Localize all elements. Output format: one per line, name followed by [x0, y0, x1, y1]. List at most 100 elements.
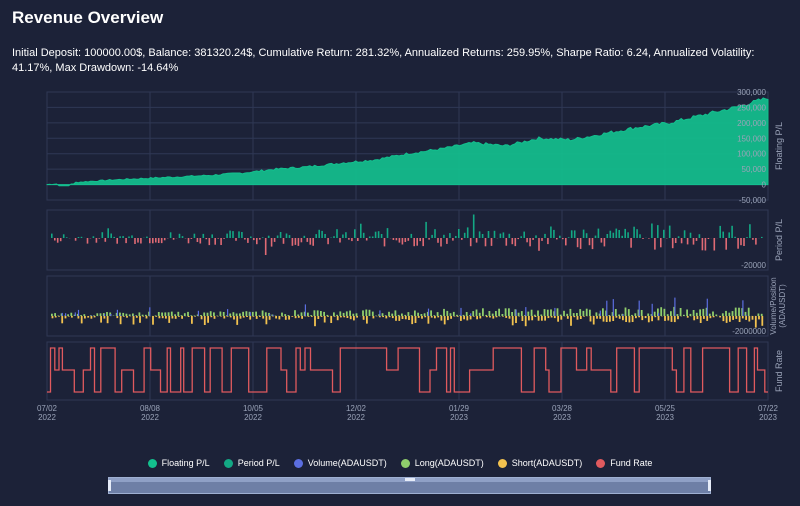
volume-bar [304, 304, 306, 316]
long-bar [342, 312, 345, 316]
period-pl-bar [134, 238, 136, 244]
short-bar [635, 316, 637, 319]
long-bar [556, 308, 559, 316]
long-bar [391, 313, 394, 316]
short-bar [135, 316, 138, 318]
period-pl-bar [547, 238, 549, 245]
legend-dot-icon [596, 458, 606, 468]
short-bar [570, 316, 572, 326]
short-bar [203, 316, 206, 325]
long-bar [595, 312, 598, 316]
short-bar [647, 316, 650, 323]
long-bar [569, 308, 572, 316]
period-pl-bar [250, 236, 252, 238]
period-pl-bar [137, 238, 139, 243]
period-pl-bar [419, 238, 421, 242]
short-bar [268, 316, 271, 320]
period-pl-bar [499, 233, 502, 238]
short-bar [200, 316, 203, 320]
period-pl-bar [461, 238, 463, 240]
period-pl-bar [663, 229, 665, 238]
slider-left-handle[interactable] [108, 480, 111, 491]
long-bar [193, 315, 196, 316]
period-pl-bar [264, 238, 267, 255]
slider-grip-icon[interactable] [405, 478, 415, 481]
volume-bar [65, 313, 67, 316]
period-pl-bar [734, 236, 736, 238]
period-pl-bar [591, 238, 594, 250]
period-pl-bar [273, 238, 276, 242]
x-tick-label: 07/22 [758, 404, 779, 413]
long-bar [135, 315, 138, 316]
legend-label: Short(ADAUSDT) [511, 458, 583, 468]
short-bar [336, 316, 339, 321]
short-bar [252, 316, 255, 317]
short-bar [139, 316, 141, 323]
long-bar [527, 311, 530, 316]
long-bar [242, 311, 244, 316]
long-bar [232, 312, 235, 316]
long-bar [757, 313, 760, 316]
long-bar [203, 312, 206, 316]
long-bar [115, 312, 118, 316]
legend-item-volume[interactable]: Volume(ADAUSDT) [293, 458, 387, 468]
period-pl-bar [351, 238, 353, 242]
long-bar [154, 315, 157, 316]
period-pl-bar [692, 238, 695, 245]
short-bar [434, 316, 436, 319]
period-pl-bar [544, 233, 546, 238]
long-bar [456, 314, 458, 316]
period-pl-bar [466, 227, 469, 238]
legend-item-fund-rate[interactable]: Fund Rate [596, 458, 652, 468]
long-bar [310, 315, 313, 316]
period-pl-bar [324, 234, 326, 238]
period-pl-bar [538, 238, 540, 251]
short-bar [589, 316, 592, 322]
long-bar [614, 309, 617, 316]
volume-bar [460, 307, 462, 316]
short-bar [502, 316, 504, 317]
slider-right-handle[interactable] [708, 480, 711, 491]
short-bar [165, 316, 167, 319]
long-bar [313, 310, 316, 316]
period-pl-bar [514, 238, 517, 247]
short-bar [366, 316, 368, 324]
period-pl-bar [493, 230, 496, 238]
period-pl-bar [104, 238, 107, 242]
legend-item-period-pl[interactable]: Period P/L [223, 458, 280, 468]
long-bar [264, 312, 267, 316]
legend-dot-icon [293, 458, 303, 468]
short-bar [191, 316, 193, 324]
long-bar [605, 310, 607, 316]
legend-item-floating-pl[interactable]: Floating P/L [147, 458, 210, 468]
period-pl-bar [422, 238, 424, 247]
short-bar [696, 316, 699, 320]
long-bar [747, 307, 750, 316]
short-bar [547, 316, 550, 319]
short-bar [709, 316, 712, 319]
short-bar [427, 316, 430, 324]
short-bar [242, 316, 245, 318]
long-bar [206, 312, 209, 316]
short-bar [489, 316, 491, 318]
long-bar [320, 311, 322, 316]
data-zoom-slider[interactable] [108, 477, 711, 494]
legend-item-short[interactable]: Short(ADAUSDT) [497, 458, 583, 468]
volume-bar [606, 300, 608, 316]
long-bar [109, 312, 112, 316]
short-bar [625, 316, 627, 322]
period-pl-bar [579, 238, 582, 249]
period-pl-bar [573, 230, 576, 238]
legend-item-long[interactable]: Long(ADAUSDT) [400, 458, 484, 468]
period-pl-bar [511, 238, 514, 245]
legend-dot-icon [400, 458, 410, 468]
y-axis-label: Fund Rate [774, 350, 784, 392]
long-bar [89, 315, 92, 316]
short-bar [521, 316, 524, 321]
period-pl-bar [169, 232, 172, 238]
long-bar [239, 313, 241, 316]
short-bar [281, 316, 284, 317]
short-bar [505, 316, 508, 318]
period-pl-bar [241, 232, 243, 238]
